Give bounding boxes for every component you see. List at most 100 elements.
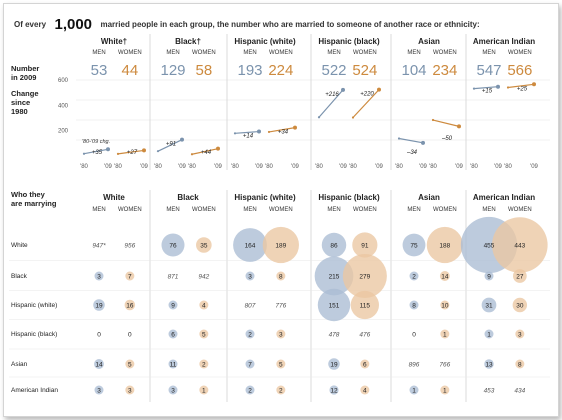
spouse-value: 455 [484,242,495,249]
women-change-label: +34 [278,130,289,136]
women-label: WOMEN [508,207,532,213]
women-label: WOMEN [269,50,293,56]
women-bubble [199,385,209,395]
group-title: Hispanic (white) [234,37,296,46]
matrix-column-title: Hispanic (white) [234,193,296,202]
women-bubble [276,271,286,281]
graphic-frame: Of every 1,000 married people in each gr… [3,3,559,417]
spouse-value: 11 [170,361,177,368]
spouse-value: 2 [412,273,416,280]
spouse-value: 12 [330,387,338,394]
women-number-2009: 44 [121,62,138,79]
men-point-1980 [82,152,86,155]
men-bubble [409,385,419,395]
men-bubble [94,271,104,281]
spouse-value: 8 [518,361,522,368]
women-bubble [426,226,463,264]
top-row-labels: Number in 2009 Change since 1980 [11,64,39,116]
matrix-row-label: White [11,242,28,249]
men-label: MEN [166,50,179,56]
men-point-2009 [421,140,425,145]
same-group-value: 947* [92,242,106,249]
men-change-label: +35 [92,150,103,156]
x-tick-label: '09 [255,164,263,170]
spouse-value: 19 [330,361,338,368]
same-group-value: 434 [514,387,525,394]
men-bubble [481,297,497,313]
same-group-value: 776 [275,302,286,309]
men-bubble [484,329,494,339]
y-tick-label: 200 [58,129,69,135]
matrix-column-title: Hispanic (black) [318,193,380,202]
spouse-value: 3 [279,331,283,338]
spouse-value: 215 [329,273,340,280]
women-point-1980 [267,130,271,134]
spouse-value: 0 [412,331,416,338]
x-tick-label: '80 [188,164,196,170]
spouse-value: 10 [441,302,449,309]
x-tick-label: '80 [349,164,357,170]
spouse-value: 6 [363,361,367,368]
men-change-label: +216 [325,92,339,98]
women-change-label: –50 [441,136,453,142]
men-bubble [233,228,267,262]
women-bubble [199,359,209,369]
spouse-value: 31 [485,302,493,309]
men-line [318,89,344,118]
women-point-1980 [506,86,510,89]
women-change-label: +220 [360,92,374,98]
men-bubble [402,233,426,257]
women-line [432,119,460,127]
group-title: White† [101,37,127,46]
matrix-column-title: White [103,193,125,202]
women-label: WOMEN [118,50,142,56]
spouse-value: 164 [245,242,256,249]
change-note: '80-'09 chg. [82,139,110,145]
men-label: MEN [482,207,495,213]
women-line [191,148,219,155]
spouse-value: 443 [514,242,525,249]
women-bubble [276,385,286,395]
men-bubble [317,288,351,322]
women-point-1980 [116,152,120,155]
spouse-value: 8 [412,302,416,309]
x-tick-label: '80 [470,164,478,170]
spouse-value: 91 [361,242,369,249]
men-point-1980 [233,132,237,135]
men-bubble [484,271,494,281]
women-bubble [125,359,135,369]
men-number-2009: 104 [401,62,426,79]
men-label: MEN [243,207,256,213]
spouse-value: 14 [441,273,449,280]
men-bubble [321,232,347,258]
women-bubble [199,300,209,310]
spouse-value: 16 [126,302,134,309]
spouse-value: 3 [97,273,101,280]
spouse-value: 3 [171,387,175,394]
women-number-2009: 224 [268,62,293,79]
x-tick-label: '09 [104,164,112,170]
spouse-value: 3 [97,387,101,394]
women-label: WOMEN [433,207,457,213]
x-tick-label: '09 [494,164,502,170]
same-group-value: 871 [168,273,179,280]
spouse-value: 115 [360,302,371,309]
spouse-value: 4 [363,387,367,394]
men-bubble [93,299,105,311]
headline-prefix: Of every [14,20,47,29]
x-tick-label: '80 [315,164,323,170]
spouse-value: 2 [248,387,252,394]
men-label: MEN [92,50,105,56]
men-bubble [245,329,255,339]
men-point-1980 [156,150,160,153]
spouse-value: 7 [248,361,252,368]
x-tick-label: '80 [114,164,122,170]
women-line [117,149,145,155]
women-bubble [199,329,209,339]
men-bubble [94,359,104,369]
men-bubble [409,300,419,310]
men-bubble [329,385,339,395]
women-change-label: +44 [201,150,212,156]
spouse-value: 7 [128,273,132,280]
